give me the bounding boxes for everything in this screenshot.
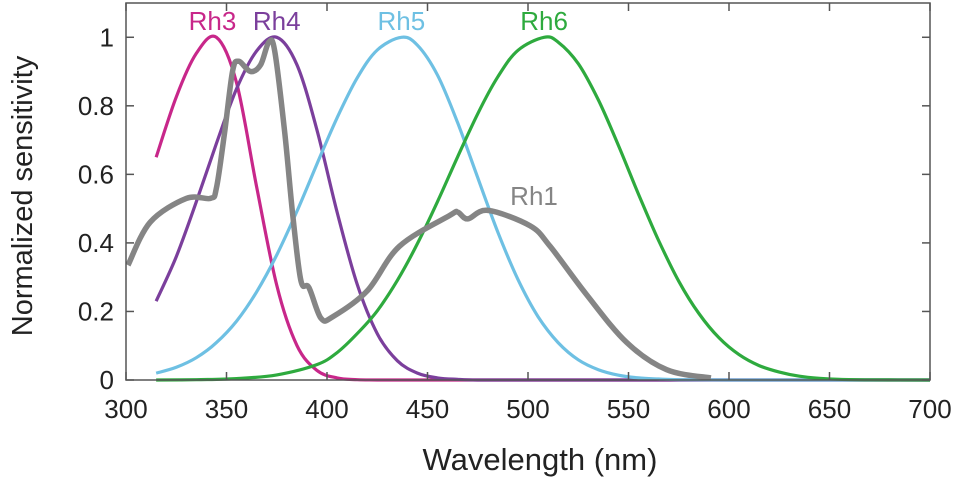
axis-ticks: 300 350 400 450 500 550 600 650 700 0 0.2 0.4 0.6 0.8… [78,3,952,424]
x-tick-label: 450 [406,394,449,424]
x-tick-label: 700 [908,394,951,424]
y-axis-label: Normalized sensitivity [7,55,39,336]
y-tick-label: 0.4 [78,228,114,258]
curve-label-rh4: Rh4 [253,6,301,36]
x-tick-label: 400 [305,394,348,424]
curve-labels: Rh3 Rh4 Rh5 Rh6 Rh1 [189,6,568,211]
y-tick-label: 0.8 [78,91,114,121]
x-tick-label: 650 [808,394,851,424]
curve-label-rh5: Rh5 [378,6,426,36]
curve-label-rh3: Rh3 [189,6,237,36]
series-line-rh1 [125,37,712,381]
y-tick-label: 1 [100,22,114,52]
x-tick-label: 550 [607,394,650,424]
series-line-rh6 [156,35,931,382]
curve-label-rh1: Rh1 [510,181,558,211]
series-line-rh5 [155,35,930,382]
curve-label-rh6: Rh6 [520,6,568,36]
y-tick-label: 0.6 [78,159,114,189]
y-tick-label: 0 [100,365,114,395]
x-axis-label: Wavelength (nm) [423,442,658,477]
x-tick-label: 600 [707,394,750,424]
x-tick-label: 500 [506,394,549,424]
y-tick-label: 0.2 [78,296,114,326]
x-tick-label: 350 [205,394,248,424]
x-tick-label: 300 [104,394,147,424]
